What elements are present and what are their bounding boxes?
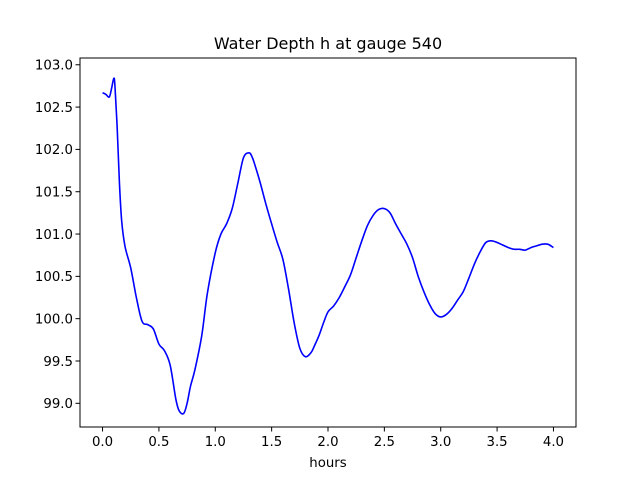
y-tick-label: 100.0: [35, 312, 73, 327]
x-tick-label: 0.5: [148, 435, 169, 450]
x-tick-label: 3.0: [430, 435, 451, 450]
y-tick-label: 101.0: [35, 228, 73, 243]
water-depth-series-line: [102, 77, 554, 415]
x-tick-label: 1.0: [205, 435, 226, 450]
y-tick-label: 99.0: [43, 397, 73, 412]
chart-title: Water Depth h at gauge 540: [214, 34, 442, 53]
y-tick-label: 102.0: [35, 143, 73, 158]
y-tick-label: 99.5: [43, 355, 73, 370]
tick-layer: 0.0 0.5 1.0 1.5 2.0 2.5 3.0 3.5 4.0 99.0 99.5 100.0…: [35, 59, 564, 450]
series-layer: [102, 77, 554, 415]
x-tick-label: 4.0: [543, 435, 564, 450]
y-tick-label: 101.5: [35, 186, 73, 201]
x-tick-label: 3.5: [487, 435, 508, 450]
y-tick-label: 100.5: [35, 270, 73, 285]
x-tick-label: 1.5: [261, 435, 282, 450]
y-tick-label: 102.5: [35, 101, 73, 116]
x-tick-label: 2.5: [374, 435, 395, 450]
x-tick-label: 0.0: [92, 435, 113, 450]
plot-frame: [79, 57, 577, 428]
y-tick-label: 103.0: [35, 59, 73, 74]
x-tick-label: 2.0: [317, 435, 338, 450]
x-axis-label: hours: [309, 456, 346, 471]
